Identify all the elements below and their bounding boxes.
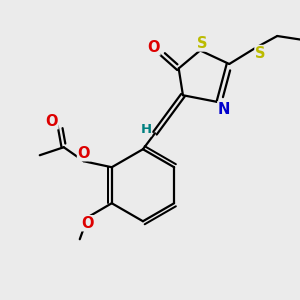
Text: H: H	[140, 123, 152, 136]
Text: O: O	[46, 114, 58, 129]
Text: O: O	[82, 216, 94, 231]
Text: O: O	[147, 40, 160, 55]
Text: N: N	[218, 102, 230, 117]
Text: S: S	[197, 36, 207, 51]
Text: S: S	[255, 46, 266, 61]
Text: O: O	[77, 146, 90, 161]
